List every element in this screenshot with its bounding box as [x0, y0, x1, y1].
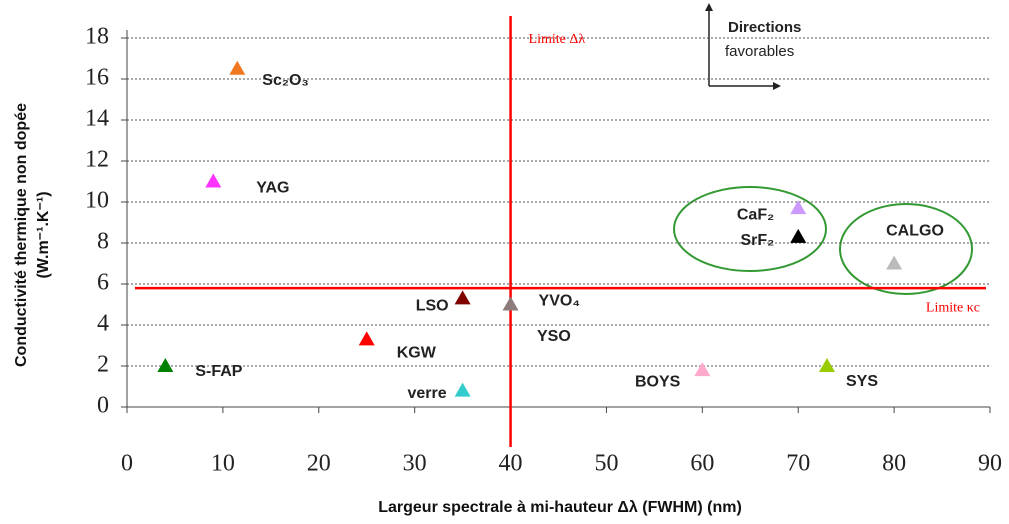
point [229, 60, 246, 75]
point-label: CaF₂ [737, 206, 774, 223]
y-tick-label: 16 [85, 65, 109, 91]
x-tick-label: 0 [121, 451, 133, 477]
point [358, 331, 375, 346]
arrow-head [705, 3, 713, 11]
point [790, 228, 807, 243]
y-tick-label: 10 [85, 188, 109, 214]
point [205, 173, 222, 188]
point-label: CALGO [886, 223, 944, 240]
point [502, 296, 519, 311]
point-label: SYS [846, 373, 878, 390]
point-label: Sc₂O₃ [262, 72, 309, 89]
annotation: Directions [728, 19, 801, 36]
point [454, 382, 471, 397]
point [790, 200, 807, 215]
point-label: KGW [397, 345, 437, 362]
y-axis-label: (W.m⁻¹.K⁻¹) [35, 191, 52, 278]
point-label: S-FAP [195, 363, 242, 380]
x-tick-label: 10 [211, 451, 235, 477]
y-axis-label: Conductivité thermique non dopée [13, 103, 30, 367]
x-tick-label: 20 [307, 451, 331, 477]
x-tick-label: 40 [499, 451, 523, 477]
point-label: verre [407, 385, 446, 402]
y-tick-label: 4 [97, 311, 109, 337]
point-label: LSO [416, 298, 449, 315]
point-label: YAG [256, 180, 289, 197]
x-tick-label: 70 [786, 451, 810, 477]
annotation: YSO [537, 328, 571, 345]
y-tick-label: 14 [85, 106, 109, 132]
y-tick-label: 8 [97, 229, 109, 255]
group-ellipse [839, 203, 973, 295]
y-tick-label: 18 [85, 24, 109, 50]
arrow-head [773, 82, 781, 90]
y-tick-label: 0 [97, 393, 109, 419]
x-tick-label: 60 [690, 451, 714, 477]
point [157, 358, 174, 372]
point-label: SrF₂ [740, 232, 774, 249]
x-tick-label: 30 [403, 451, 427, 477]
y-tick-label: 2 [97, 352, 109, 378]
x-tick-label: 90 [978, 451, 1002, 477]
point [694, 362, 711, 377]
x-tick-label: 50 [594, 451, 618, 477]
limit-label: Limite κc [926, 300, 980, 315]
point-label: YVO₄ [539, 293, 580, 310]
group-ellipse [673, 186, 827, 272]
point [818, 358, 835, 372]
point [454, 290, 471, 305]
annotation: favorables [725, 43, 794, 60]
x-tick-label: 80 [882, 451, 906, 477]
y-tick-label: 12 [85, 147, 109, 173]
point-label: BOYS [635, 373, 681, 390]
point [886, 255, 903, 270]
x-axis-label: Largeur spectrale à mi-hauteur Δλ (FWHM)… [378, 499, 742, 516]
y-tick-label: 6 [97, 270, 109, 296]
limit-label: Limite Δλ [529, 32, 586, 47]
